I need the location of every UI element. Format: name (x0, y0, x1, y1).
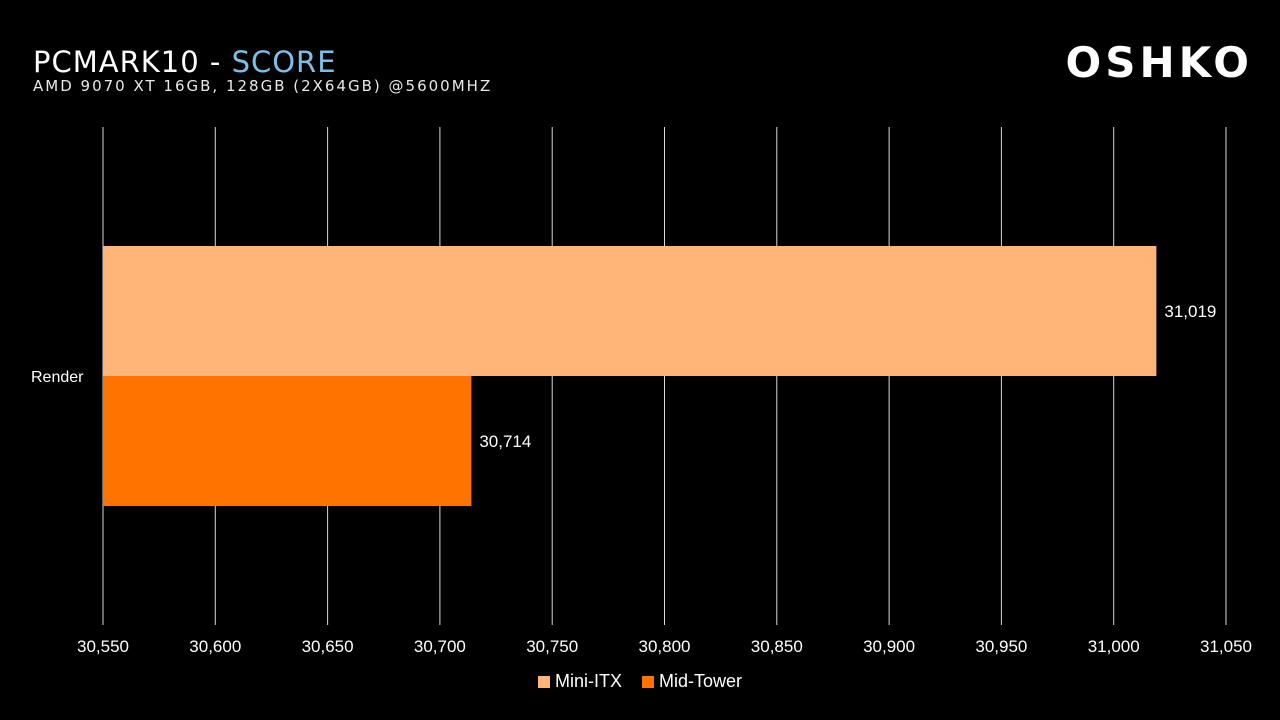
x-tick-label: 31,000 (1088, 637, 1140, 656)
data-label: 30,714 (479, 432, 531, 451)
x-tick-label: 30,900 (863, 637, 915, 656)
x-tick-label: 30,950 (975, 637, 1027, 656)
legend-swatch-mid-tower (641, 675, 654, 688)
legend-item-mini-itx: Mini-ITX (537, 671, 622, 692)
chart-title: PCMARK10 - SCORE (33, 44, 492, 80)
brand-logo: OSHKO (1065, 38, 1253, 87)
data-label: 31,019 (1164, 302, 1216, 321)
x-tick-label: 30,700 (414, 637, 466, 656)
x-tick-label: 30,650 (302, 637, 354, 656)
legend-swatch-mini-itx (537, 675, 550, 688)
x-tick-label: 30,800 (639, 637, 691, 656)
chart-title-accent: SCORE (231, 45, 337, 79)
x-tick-label: 30,750 (526, 637, 578, 656)
bar-mini-itx (103, 246, 1157, 376)
x-tick-label: 30,550 (77, 637, 129, 656)
chart-title-main: PCMARK10 - (33, 45, 232, 79)
legend-label-mid-tower: Mid-Tower (658, 671, 742, 691)
x-tick-label: 30,600 (189, 637, 241, 656)
category-label: Render (31, 369, 84, 386)
x-tick-label: 30,850 (751, 637, 803, 656)
legend: Mini-ITX Mid-Tower (0, 671, 1280, 692)
chart-subtitle: AMD 9070 XT 16GB, 128GB (2X64GB) @5600MH… (33, 77, 493, 95)
title-block: PCMARK10 - SCORE AMD 9070 XT 16GB, 128GB… (33, 44, 492, 95)
legend-label-mini-itx: Mini-ITX (554, 671, 622, 691)
bar-mid-tower (103, 376, 472, 506)
legend-item-mid-tower: Mid-Tower (641, 671, 742, 692)
x-tick-label: 31,050 (1200, 637, 1252, 656)
